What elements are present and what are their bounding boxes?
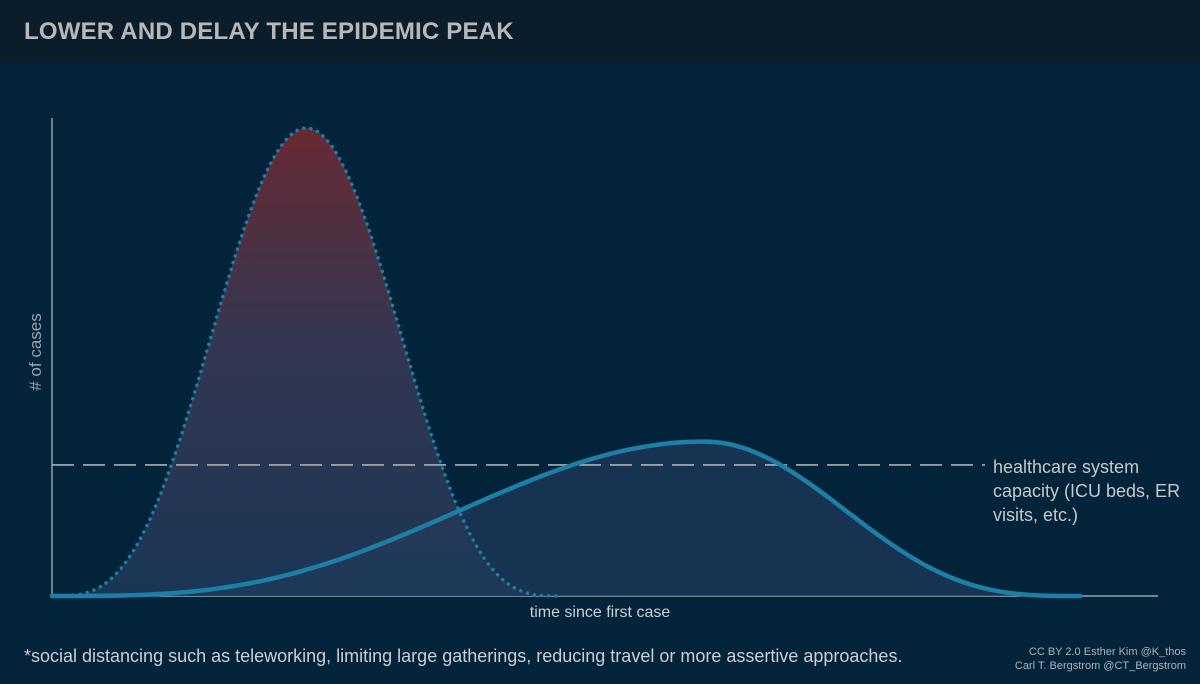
credit-line-2: Carl T. Bergstrom @CT_Bergstrom: [1014, 660, 1186, 672]
flattened-curve-line: [49, 439, 1083, 599]
capacity-label: healthcare system capacity (ICU beds, ER…: [993, 457, 1181, 525]
credit-block: CC BY 2.0 Esther Kim @K_thos Carl T. Ber…: [1015, 645, 1186, 673]
y-axis-label: # of cases: [26, 313, 45, 391]
header-bar: LOWER AND DELAY THE EPIDEMIC PEAK: [0, 0, 1200, 62]
x-axis-label: time since first case: [529, 604, 671, 621]
credit-line-1: CC BY 2.0 Esther Kim @K_thos: [1028, 646, 1186, 658]
flattened-curve-fill: [52, 441, 1081, 596]
chart-title: LOWER AND DELAY THE EPIDEMIC PEAK: [24, 18, 514, 45]
peak-curve-line: [50, 126, 563, 598]
peak-curve-fill: [52, 128, 561, 596]
footnote: *social distancing such as teleworking, …: [24, 646, 903, 666]
